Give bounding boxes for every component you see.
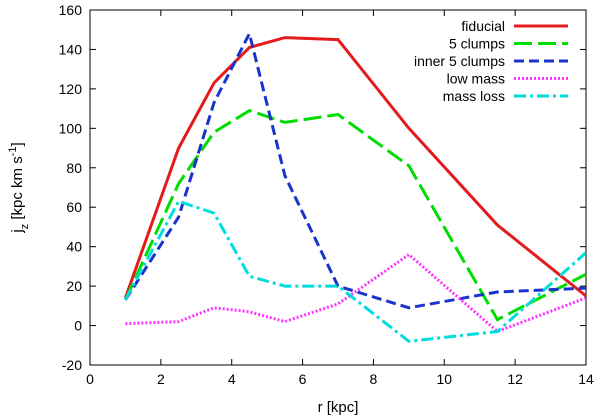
x-tick-label: 12: [507, 371, 523, 387]
y-tick-label: 80: [66, 160, 82, 176]
y-axis-title-base: j: [9, 229, 26, 233]
x-tick-label: 10: [436, 371, 452, 387]
x-axis-ticks: 0 2 4 6 8 10 12 14: [86, 10, 594, 387]
y-tick-label: 100: [59, 120, 83, 136]
x-tick-label: 8: [370, 371, 378, 387]
x-tick-label: 14: [578, 371, 594, 387]
x-axis-title: r [kpc]: [318, 399, 359, 416]
y-axis-title-unit-exponent: -1: [7, 147, 19, 157]
y-tick-label: -20: [62, 357, 82, 373]
legend-label: mass loss: [443, 88, 505, 104]
series-line-mass-loss: [124, 199, 586, 343]
legend-label: low mass: [447, 71, 505, 87]
y-axis-title-subscript: z: [19, 224, 31, 230]
y-axis-title-unit: [kpc km s: [9, 156, 26, 224]
y-tick-label: 40: [66, 239, 82, 255]
y-tick-label: 160: [59, 2, 83, 18]
legend-label: inner 5 clumps: [414, 53, 505, 69]
plot-area: [89, 9, 587, 366]
x-tick-label: 0: [86, 371, 94, 387]
series-line-low-mass: [125, 252, 586, 334]
y-axis-title: jz [kpc km s-1]: [7, 142, 31, 233]
y-tick-label: 20: [66, 278, 82, 294]
y-tick-label: 140: [59, 41, 83, 57]
y-tick-label: 60: [66, 199, 82, 215]
series-line-5-clumps: [124, 108, 586, 322]
series-line-inner-5-clumps: [124, 29, 586, 310]
series-line-fiducial: [123, 36, 586, 299]
x-tick-label: 4: [228, 371, 236, 387]
x-tick-label: 6: [299, 371, 307, 387]
x-tick-label: 2: [157, 371, 165, 387]
series-layer: [123, 29, 586, 343]
y-tick-label: 0: [74, 318, 82, 334]
legend-label: fiducial: [461, 18, 505, 34]
y-tick-label: 120: [59, 81, 83, 97]
legend-label: 5 clumps: [449, 36, 505, 52]
y-axis-title-unit-close: ]: [9, 142, 26, 146]
plot-frame: [89, 9, 587, 366]
y-axis-ticks: -20 0 20 40 60 80 100 120 140 160: [59, 2, 586, 373]
